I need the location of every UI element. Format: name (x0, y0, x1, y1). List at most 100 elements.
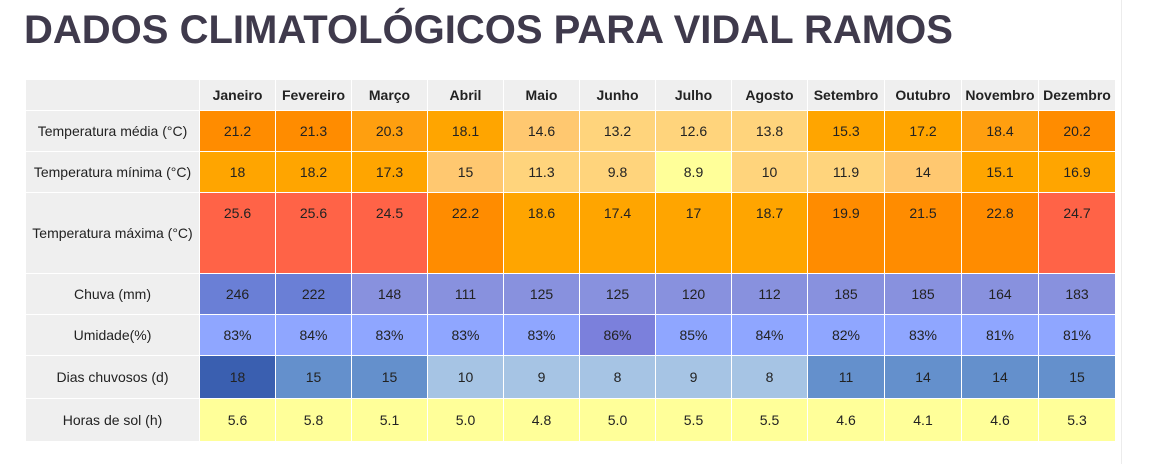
table-cell: 14 (884, 151, 962, 193)
table-cell: 222 (275, 273, 352, 315)
month-header: Novembro (961, 79, 1039, 111)
row-temp-max: Temperatura máxima (°C) 25.6 25.6 24.5 22.2 1… (25, 192, 1116, 274)
table-cell: 5.0 (579, 398, 656, 442)
table-cell: 16.9 (1038, 151, 1116, 193)
row-label: Temperatura máxima (°C) (25, 192, 200, 274)
table-cell: 9.8 (579, 151, 656, 193)
page-title: DADOS CLIMATOLÓGICOS PARA VIDAL RAMOS (24, 8, 953, 52)
table-cell: 9 (655, 355, 732, 399)
row-temp-mean: Temperatura média (°C) 21.2 21.3 20.3 18.1 14… (25, 110, 1116, 152)
table-cell: 18.1 (427, 110, 504, 152)
table-cell: 4.6 (807, 398, 885, 442)
row-sun-hours: Horas de sol (h) 5.6 5.8 5.1 5.0 4.8 5.0 5.5 5.5… (25, 398, 1116, 442)
table-header-row: Janeiro Fevereiro Março Abril Maio Junho… (25, 79, 1116, 111)
row-label: Temperatura média (°C) (25, 110, 200, 152)
table-cell: 18 (199, 355, 276, 399)
table-cell: 81% (1038, 314, 1116, 356)
table-cell: 83% (199, 314, 276, 356)
table-cell: 18.2 (275, 151, 352, 193)
table-cell: 22.8 (961, 192, 1039, 274)
row-label: Temperatura mínima (°C) (25, 151, 200, 193)
table-cell: 5.5 (731, 398, 808, 442)
table-cell: 19.9 (807, 192, 885, 274)
table-cell: 83% (351, 314, 428, 356)
table-cell: 83% (503, 314, 580, 356)
table-cell: 82% (807, 314, 885, 356)
table-cell: 20.3 (351, 110, 428, 152)
table-cell: 10 (731, 151, 808, 193)
table-cell: 125 (503, 273, 580, 315)
table-cell: 15 (1038, 355, 1116, 399)
table-cell: 84% (731, 314, 808, 356)
table-cell: 21.3 (275, 110, 352, 152)
row-humidity: Umidade(%) 83% 84% 83% 83% 83% 86% 85% 84% 82% 83%… (25, 314, 1116, 356)
table-cell: 18.7 (731, 192, 808, 274)
table-cell: 120 (655, 273, 732, 315)
table-cell: 21.2 (199, 110, 276, 152)
table-cell: 14 (961, 355, 1039, 399)
table-cell: 22.2 (427, 192, 504, 274)
table-cell: 83% (884, 314, 962, 356)
month-header: Abril (427, 79, 504, 111)
table-cell: 4.6 (961, 398, 1039, 442)
table-cell: 84% (275, 314, 352, 356)
table-cell: 125 (579, 273, 656, 315)
table-cell: 5.0 (427, 398, 504, 442)
table-cell: 18.4 (961, 110, 1039, 152)
table-cell: 4.1 (884, 398, 962, 442)
table-cell: 25.6 (199, 192, 276, 274)
row-temp-min: Temperatura mínima (°C) 18 18.2 17.3 15 11.3 9… (25, 151, 1116, 193)
climate-table: Janeiro Fevereiro Março Abril Maio Junho… (25, 79, 1116, 442)
table-cell: 15 (275, 355, 352, 399)
table-cell: 14 (884, 355, 962, 399)
row-rain: Chuva (mm) 246 222 148 111 125 125 120 112 185 185… (25, 273, 1116, 315)
month-header: Agosto (731, 79, 808, 111)
table-cell: 111 (427, 273, 504, 315)
header-corner (25, 79, 200, 111)
table-cell: 5.8 (275, 398, 352, 442)
table-cell: 14.6 (503, 110, 580, 152)
table-cell: 15.1 (961, 151, 1039, 193)
table-cell: 5.3 (1038, 398, 1116, 442)
month-header: Junho (579, 79, 656, 111)
table-cell: 17.4 (579, 192, 656, 274)
month-header: Fevereiro (275, 79, 352, 111)
table-cell: 25.6 (275, 192, 352, 274)
table-cell: 18 (199, 151, 276, 193)
table-cell: 5.6 (199, 398, 276, 442)
table-cell: 11.9 (807, 151, 885, 193)
table-cell: 185 (807, 273, 885, 315)
table-cell: 183 (1038, 273, 1116, 315)
table-cell: 148 (351, 273, 428, 315)
table-cell: 10 (427, 355, 504, 399)
table-cell: 13.2 (579, 110, 656, 152)
table-cell: 17.3 (351, 151, 428, 193)
table-cell: 24.7 (1038, 192, 1116, 274)
table-cell: 15 (427, 151, 504, 193)
month-header: Maio (503, 79, 580, 111)
table-cell: 8.9 (655, 151, 732, 193)
table-cell: 13.8 (731, 110, 808, 152)
table-cell: 112 (731, 273, 808, 315)
table-cell: 17 (655, 192, 732, 274)
month-header: Julho (655, 79, 732, 111)
table-cell: 81% (961, 314, 1039, 356)
row-label: Horas de sol (h) (25, 398, 200, 442)
table-cell: 15 (351, 355, 428, 399)
table-cell: 8 (579, 355, 656, 399)
table-cell: 83% (427, 314, 504, 356)
table-cell: 5.5 (655, 398, 732, 442)
month-header: Janeiro (199, 79, 276, 111)
table-cell: 86% (579, 314, 656, 356)
table-cell: 21.5 (884, 192, 962, 274)
table-cell: 11.3 (503, 151, 580, 193)
month-header: Dezembro (1038, 79, 1116, 111)
table-cell: 24.5 (351, 192, 428, 274)
month-header: Setembro (807, 79, 885, 111)
row-rainy-days: Dias chuvosos (d) 18 15 15 10 9 8 9 8 11 14 14 15 (25, 355, 1116, 399)
table-cell: 85% (655, 314, 732, 356)
table-cell: 18.6 (503, 192, 580, 274)
table-cell: 4.8 (503, 398, 580, 442)
table-cell: 185 (884, 273, 962, 315)
table-cell: 8 (731, 355, 808, 399)
